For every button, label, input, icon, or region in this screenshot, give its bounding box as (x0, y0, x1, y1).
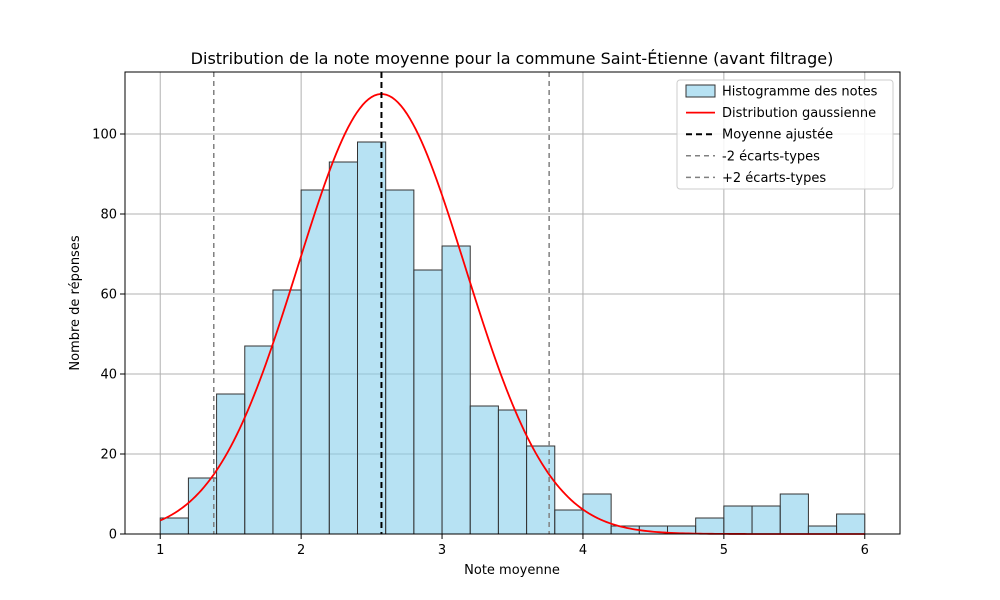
reference-lines (213, 72, 550, 534)
y-axis-label: Nombre de réponses (68, 235, 83, 370)
histogram-bar (582, 493, 612, 535)
y-tick-label: 80 (100, 208, 117, 223)
histogram-bar (187, 477, 218, 535)
histogram-bar (441, 245, 471, 535)
x-tick-label: 1 (156, 543, 164, 558)
x-tick-label: 4 (579, 543, 587, 558)
histogram-bar (751, 505, 781, 535)
legend-label: +2 écarts-types (722, 171, 826, 186)
y-tick-label: 100 (92, 128, 117, 143)
histogram-bar (469, 405, 499, 535)
histogram-bars (159, 141, 866, 535)
x-tick-label: 2 (297, 543, 305, 558)
histogram-bar (695, 517, 725, 535)
histogram-bar (385, 189, 415, 535)
x-tick-label: 3 (438, 543, 446, 558)
histogram-bar (244, 345, 274, 535)
y-tick-label: 20 (100, 448, 117, 463)
histogram-bar (779, 493, 809, 535)
histogram-bar (554, 509, 584, 535)
y-axis-ticks: 0 20 40 60 80 100 (92, 128, 125, 543)
histogram-bar (272, 289, 302, 535)
x-tick-label: 6 (861, 543, 869, 558)
legend-label: Histogramme des notes (722, 85, 878, 100)
histogram-bar (836, 513, 866, 535)
legend-box (676, 79, 894, 190)
histogram-bar (328, 161, 358, 535)
legend-label: Distribution gaussienne (722, 106, 876, 121)
histogram-bar (159, 517, 189, 535)
legend-label: -2 écarts-types (722, 149, 820, 164)
plot-frame (124, 71, 901, 535)
legend-swatch-histogram (685, 84, 716, 98)
y-tick-label: 60 (100, 288, 117, 303)
chart-title: Distribution de la note moyenne pour la … (191, 49, 834, 68)
histogram-bar (497, 409, 528, 535)
y-tick-label: 40 (100, 368, 117, 383)
histogram-bar (300, 189, 330, 535)
x-axis-label: Note moyenne (464, 563, 560, 578)
histogram-bar (807, 525, 838, 535)
histogram-bar (413, 269, 443, 535)
x-tick-label: 5 (720, 543, 728, 558)
x-axis-ticks: 1 2 3 4 5 6 (156, 534, 869, 558)
legend-label: Moyenne ajustée (722, 128, 833, 143)
histogram-bar (723, 505, 753, 535)
legend: Histogramme des notes Distribution gaussi… (676, 79, 894, 190)
histogram-bar (526, 445, 556, 535)
y-tick-label: 0 (109, 528, 117, 543)
